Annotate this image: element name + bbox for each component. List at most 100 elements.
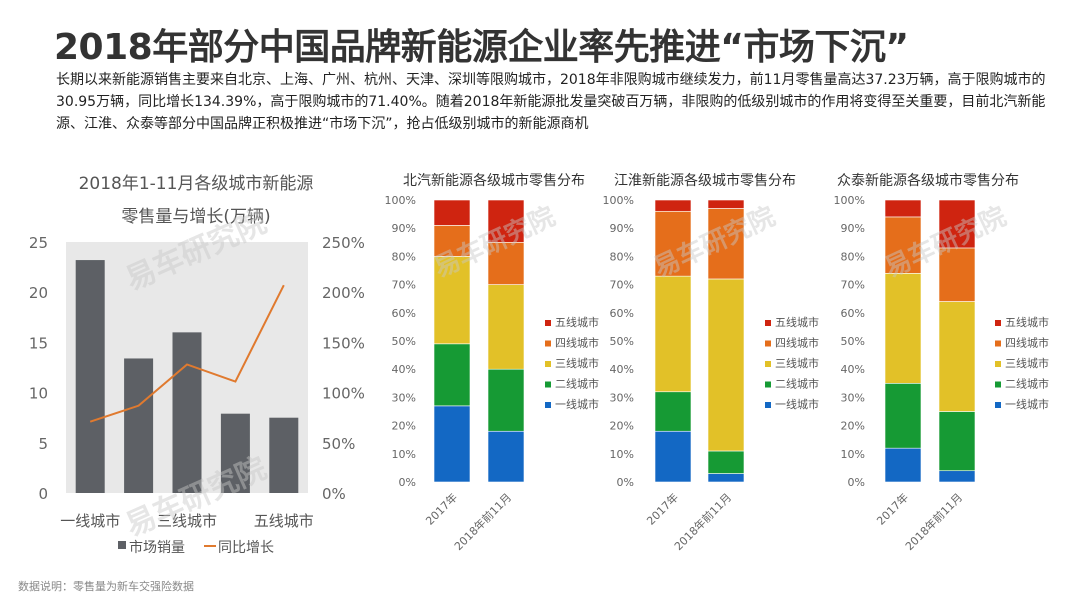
y-axis-tick-label: 60% <box>610 307 634 320</box>
y-axis-tick-label: 20% <box>392 420 416 433</box>
y-axis-tick-label: 30% <box>610 391 634 404</box>
y-axis-tick-label: 90% <box>610 222 634 235</box>
y-axis-tick-label: 0% <box>617 476 634 489</box>
y-axis-tick-label: 10% <box>610 448 634 461</box>
stacked-segment <box>707 473 745 483</box>
x-axis-category-label: 2018年前11月 <box>451 490 514 553</box>
stacked-segment <box>884 216 922 274</box>
legend-label: 五线城市 <box>775 315 819 329</box>
stacked-segment <box>654 391 692 432</box>
stacked-segment <box>433 256 471 345</box>
line-yoy-growth <box>89 284 285 423</box>
legend-swatch <box>995 381 1001 388</box>
legend-label: 二线城市 <box>775 377 819 391</box>
stacked-segment <box>487 284 525 370</box>
legend-swatch <box>765 402 771 408</box>
legend-swatch <box>545 402 551 408</box>
y-axis-tick-label: 30% <box>841 391 865 404</box>
legend-swatch <box>995 361 1001 367</box>
x-axis-category-label: 2018年前11月 <box>902 490 965 553</box>
left-axis-tick-label: 15 <box>29 334 48 352</box>
right-axis-tick-label: 50% <box>322 435 355 453</box>
right-axis-tick-label: 100% <box>322 385 365 403</box>
legend-label: 四线城市 <box>555 336 599 350</box>
legend-swatch <box>545 361 551 367</box>
y-axis-tick-label: 80% <box>841 250 865 263</box>
y-axis-tick-label: 70% <box>610 279 634 292</box>
y-axis-tick-label: 10% <box>841 448 865 461</box>
y-axis-tick-label: 100% <box>834 194 865 207</box>
legend-swatch <box>995 402 1001 408</box>
stacked-segment <box>938 470 976 483</box>
stacked-segment <box>707 278 745 452</box>
y-axis-tick-label: 80% <box>610 250 634 263</box>
stacked-chart-baic: 北汽新能源各级城市零售分布 0% 10% 20% 30% 40% 50% 60% 70% 80% 9… <box>385 172 599 553</box>
x-axis-category-label: 一线城市 <box>60 512 120 530</box>
left-axis-tick-label: 10 <box>29 385 48 403</box>
stacked-segment <box>654 210 692 277</box>
y-axis-tick-label: 70% <box>392 279 416 292</box>
y-axis-tick-label: 0% <box>399 476 416 489</box>
y-axis-tick-label: 60% <box>841 307 865 320</box>
legend-swatch <box>765 361 771 367</box>
legend-label: 五线城市 <box>1005 315 1049 329</box>
left-axis-tick-label: 25 <box>29 234 48 252</box>
bar-market-sales <box>220 413 250 493</box>
right-axis-tick-label: 0% <box>322 485 346 503</box>
intro-paragraph: 长期以来新能源销售主要来自北京、上海、广州、杭州、天津、深圳等限购城市，2018… <box>56 72 1046 132</box>
stacked-segment <box>938 301 976 412</box>
bar-market-sales <box>75 260 105 493</box>
legend-label-bar: 市场销量 <box>129 539 185 556</box>
left-axis-tick-label: 0 <box>38 485 48 503</box>
y-axis-tick-label: 50% <box>610 335 634 348</box>
legend-swatch <box>765 340 771 347</box>
legend-label: 四线城市 <box>1005 336 1049 350</box>
stacked-segment <box>654 275 692 393</box>
bar-market-sales <box>172 332 202 493</box>
legend-label: 二线城市 <box>1005 377 1049 391</box>
y-axis-tick-label: 0% <box>848 476 865 489</box>
y-axis-tick-label: 80% <box>392 250 416 263</box>
stacked-segment <box>707 199 745 209</box>
legend-swatch <box>545 320 551 326</box>
y-axis-tick-label: 50% <box>841 335 865 348</box>
stacked-segment <box>707 450 745 474</box>
stacked-segment <box>487 430 525 483</box>
stacked-segment <box>487 368 525 432</box>
stacked-segment <box>433 199 471 226</box>
bar-market-sales <box>124 358 154 493</box>
legend-label: 三线城市 <box>1005 356 1049 370</box>
stacked-segment <box>654 430 692 483</box>
legend-label: 一线城市 <box>775 397 819 411</box>
stacked-segment <box>938 199 976 249</box>
x-axis-category-label: 2017年 <box>644 490 681 527</box>
stacked-segment <box>884 199 922 218</box>
stacked-segment <box>938 247 976 302</box>
x-axis-category-label: 三线城市 <box>157 512 217 530</box>
y-axis-tick-label: 90% <box>841 222 865 235</box>
x-axis-category-label: 2017年 <box>874 490 911 527</box>
legend-label: 三线城市 <box>775 356 819 370</box>
x-axis-category-label: 五线城市 <box>254 512 314 530</box>
right-axis-tick-label: 200% <box>322 284 365 302</box>
legend-swatch <box>765 320 771 326</box>
legend-swatch <box>545 381 551 388</box>
legend-swatch <box>995 320 1001 326</box>
stacked-segment <box>433 405 471 483</box>
chart-title: 北汽新能源各级城市零售分布 <box>403 172 585 189</box>
x-axis-category-label: 2017年 <box>423 490 460 527</box>
stacked-segment <box>884 382 922 449</box>
y-axis-tick-label: 70% <box>841 279 865 292</box>
legend-label: 五线城市 <box>555 315 599 329</box>
legend-label: 一线城市 <box>555 397 599 411</box>
y-axis-tick-label: 40% <box>841 363 865 376</box>
y-axis-tick-label: 100% <box>603 194 634 207</box>
y-axis-tick-label: 30% <box>392 391 416 404</box>
stacked-chart-jac: 江淮新能源各级城市零售分布 0% 10% 20% 30% 40% 50% 60% 70% 80% 9… <box>603 172 819 553</box>
y-axis-tick-label: 40% <box>392 363 416 376</box>
left-axis-tick-label: 5 <box>38 435 48 453</box>
legend-label-line: 同比增长 <box>218 540 274 556</box>
stacked-segment <box>487 242 525 285</box>
combo-chart-tier-sales-growth: 2018年1-11月各级城市新能源零售量与增长(万辆)05101520250%5… <box>29 174 365 556</box>
legend-swatch-bar <box>118 541 126 549</box>
